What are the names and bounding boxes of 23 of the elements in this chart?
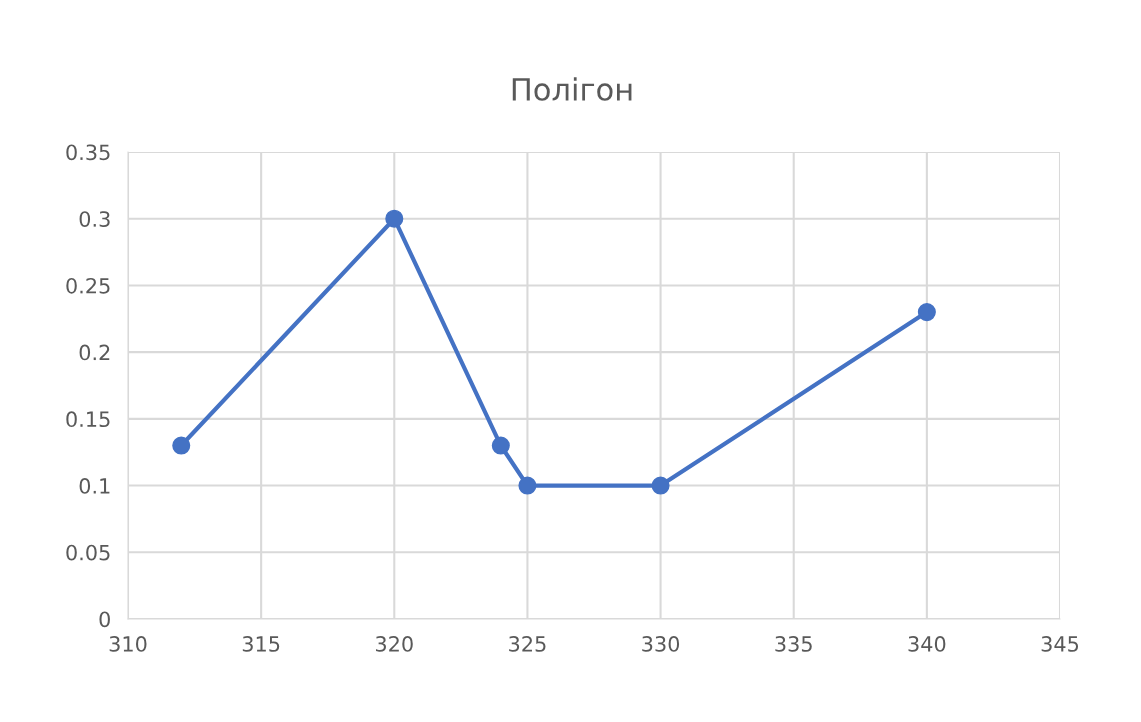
chart-title: Полігон bbox=[512, 77, 632, 101]
x-tick-label: 330 bbox=[642, 636, 680, 652]
x-tick-label: 335 bbox=[775, 636, 812, 652]
x-tick-label: 345 bbox=[1041, 636, 1079, 652]
x-tick-label: 325 bbox=[509, 636, 546, 652]
y-tick-label: 0.15 bbox=[66, 411, 110, 428]
x-tick-label: 315 bbox=[242, 636, 280, 652]
y-tick-label: 0.1 bbox=[79, 478, 110, 494]
x-tick-label: 310 bbox=[109, 636, 147, 652]
point bbox=[651, 476, 670, 495]
point bbox=[917, 303, 936, 322]
point bbox=[385, 209, 404, 228]
y-tick-label: 0 bbox=[99, 611, 110, 628]
point bbox=[491, 436, 510, 455]
y-tick-label: 0.35 bbox=[66, 144, 110, 161]
point bbox=[172, 436, 191, 455]
x-tick-label: 320 bbox=[375, 636, 413, 652]
y-tick-label: 0.25 bbox=[66, 277, 110, 294]
y-tick-label: 0.3 bbox=[79, 211, 110, 227]
y-tick-label: 0.05 bbox=[66, 544, 110, 561]
y-tick-label: 0.2 bbox=[79, 344, 110, 361]
point bbox=[518, 476, 537, 495]
x-tick-label: 340 bbox=[908, 636, 946, 652]
